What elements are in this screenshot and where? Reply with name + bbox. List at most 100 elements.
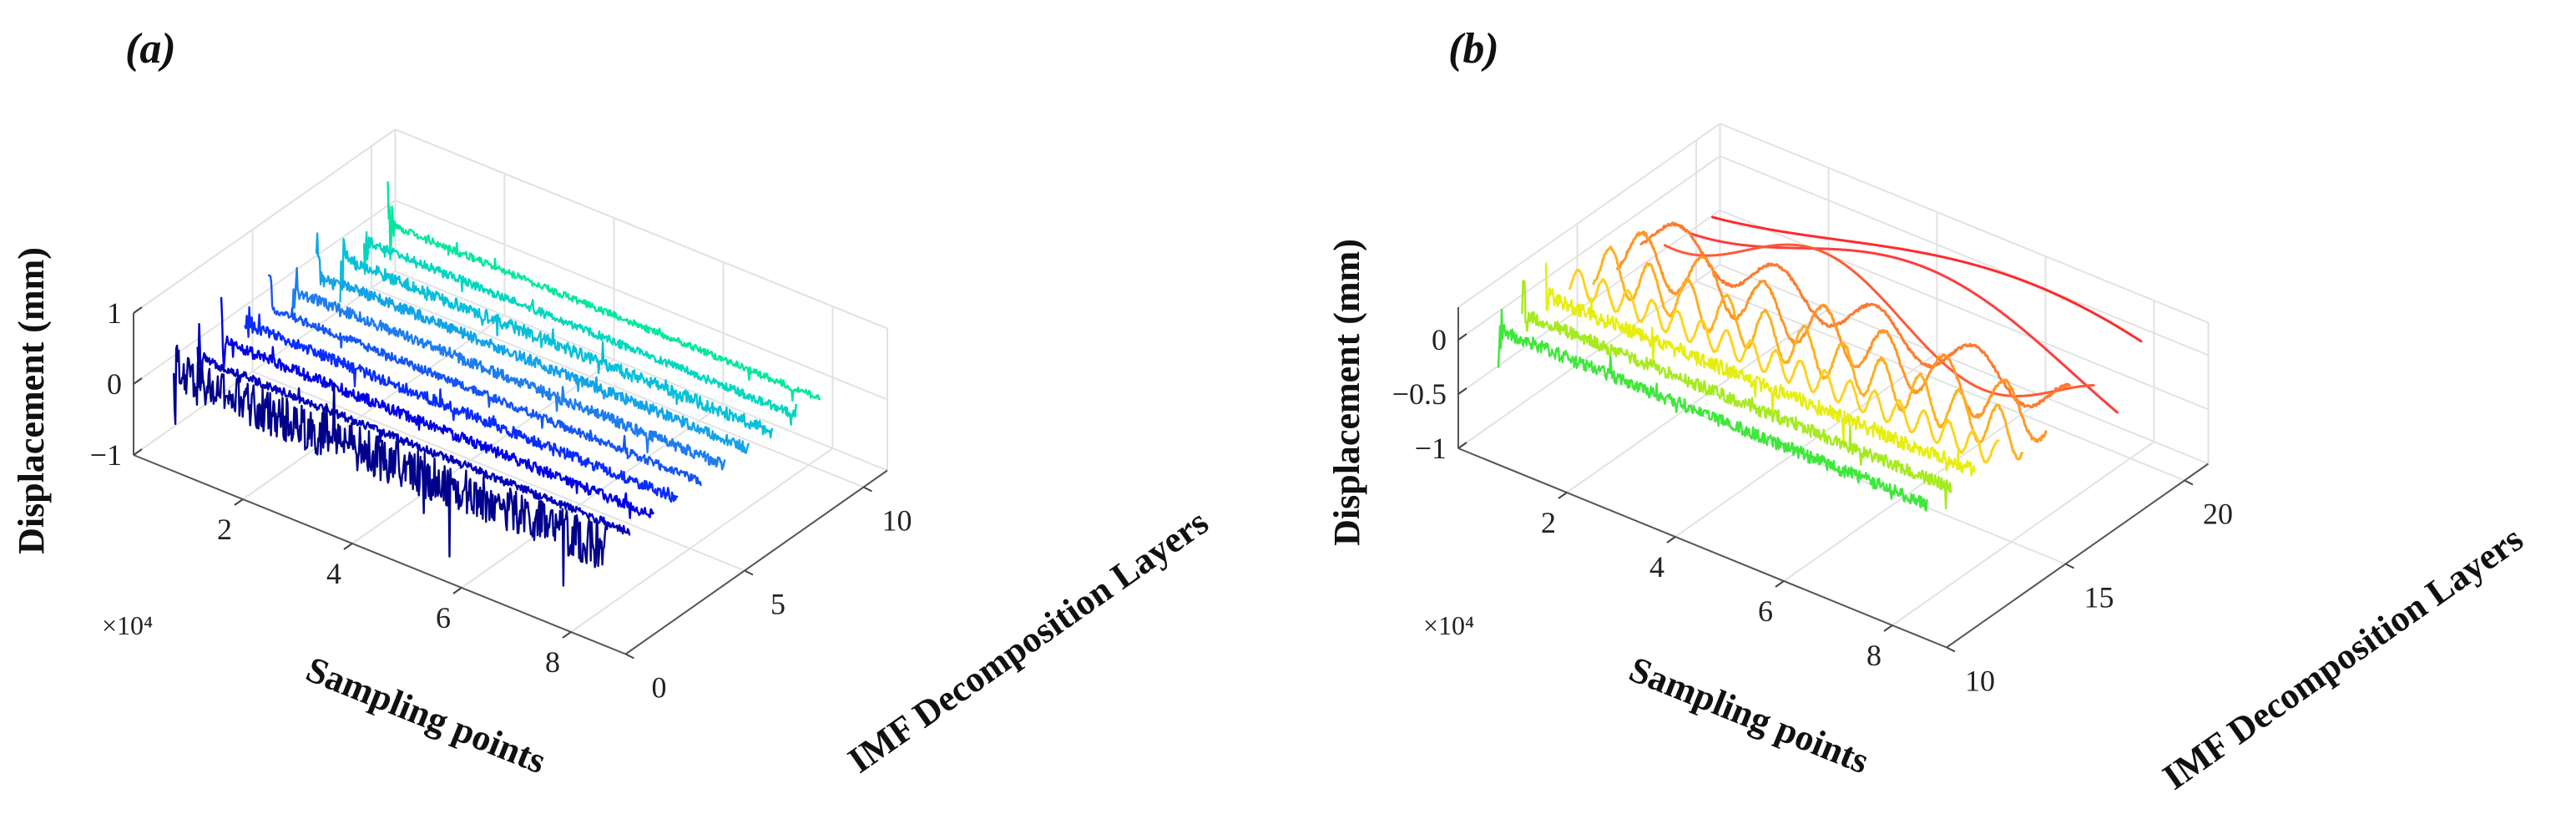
z-tick-mark-1 (1457, 387, 1467, 395)
x-tick-label: 6 (436, 601, 451, 634)
x-tick-label: 8 (545, 645, 560, 679)
y-tick-mark-0 (625, 653, 634, 660)
panel-a-xlabel: Sampling points (301, 649, 552, 781)
y-tick-mark-1 (2065, 563, 2074, 569)
x-tick-label: 4 (1649, 550, 1664, 584)
grid-line-z-side-1 (1457, 210, 1721, 395)
y-tick-label: 10 (1965, 665, 1995, 698)
grid-line-x-floor-3 (1892, 441, 2155, 626)
grid-line-x-floor-0 (1566, 308, 1830, 493)
series-imf-11 (1497, 308, 1928, 512)
grid-line-x-floor-2 (1783, 397, 2047, 582)
series-imf-15 (1592, 245, 2023, 461)
z-tick-label: −1 (90, 438, 122, 472)
series-imf-13 (1544, 262, 1976, 477)
x-tick-label: 2 (217, 513, 232, 546)
box-edge-side-top (1457, 123, 1721, 308)
z-tick-label: 1 (107, 296, 122, 330)
grid-line-y-floor-2 (371, 287, 864, 488)
z-tick-label: −0.5 (1392, 377, 1447, 411)
grid-line-x-floor-2 (461, 403, 725, 589)
series-imf-2 (196, 322, 631, 536)
box-edge-back-top (395, 129, 888, 330)
series-imf-9 (362, 230, 797, 426)
series-imf-14 (1568, 268, 2000, 464)
panel-a-zlabel: Displacement (mm) (11, 247, 52, 554)
z-tick-mark-2 (1457, 333, 1467, 341)
panel-b-axes (1457, 307, 2210, 649)
panel-b-zlabel: Displacement (mm) (1326, 239, 1367, 546)
panel-label-a: (a) (125, 25, 176, 73)
grid-line-z-back-2 (1720, 155, 2209, 356)
x-tick-label: 2 (1541, 506, 1556, 539)
y-tick-mark-1 (744, 569, 754, 576)
grid-line-x-floor-1 (1674, 352, 1938, 538)
grid-line-z-back-0 (395, 270, 888, 472)
panel-a: 2 4 6 8 0 5 10 −1 0 1 (a) Displacement (mm) Sampl… (11, 25, 1215, 781)
grid-line-z-side-0 (133, 270, 397, 456)
y-tick-mark-2 (863, 486, 872, 493)
y-tick-label: 15 (2084, 581, 2114, 614)
panel-label-b: (b) (1448, 25, 1499, 73)
grid-line-z-side-0 (1457, 264, 1721, 449)
series-imf-10 (386, 181, 821, 402)
y-tick-mark-0 (1946, 646, 1956, 653)
box-edge-side-top (133, 129, 397, 314)
x-tick-label: 8 (1866, 639, 1881, 672)
y-axis-line (624, 469, 888, 655)
y-tick-label: 20 (2203, 498, 2233, 531)
panel-a-ticks: 2 4 6 8 0 5 10 −1 0 1 (90, 296, 912, 705)
series-imf-1 (173, 344, 607, 587)
series-imf-20 (1711, 215, 2143, 343)
x-tick-mark-0 (1558, 492, 1568, 499)
series-imf-5 (267, 274, 702, 487)
grid-line-x-floor-1 (351, 359, 615, 544)
y-tick-label: 0 (652, 671, 667, 705)
z-tick-mark-0 (1457, 442, 1467, 449)
x-tick-mark-3 (562, 631, 572, 639)
box-edge-back-top (1720, 123, 2209, 324)
x-axis-line (133, 454, 626, 655)
panel-b-ylabel: IMF Decomposition Layers (2155, 518, 2530, 798)
z-tick-mark-2 (133, 306, 143, 314)
x-tick-label: 4 (326, 557, 341, 590)
series-imf-3 (220, 296, 654, 519)
panel-a-traces (173, 181, 821, 587)
panel-b-x-multiplier: ×10⁴ (1423, 610, 1474, 640)
panel-b-ticks: 2 4 6 8 10 15 20 −1 −0.5 0 (1392, 323, 2233, 698)
x-tick-mark-1 (343, 543, 353, 550)
grid-line-z-back-1 (395, 200, 888, 401)
series-imf-7 (315, 232, 750, 454)
y-tick-label: 5 (770, 588, 785, 621)
z-tick-mark-0 (133, 448, 143, 456)
series-imf-8 (339, 238, 774, 439)
z-tick-label: 0 (107, 367, 122, 401)
x-tick-mark-3 (1883, 624, 1893, 632)
panel-b-grid (1457, 123, 2210, 649)
series-imf-18 (1664, 243, 2095, 397)
grid-line-y-floor-2 (1695, 281, 2185, 482)
panel-a-x-multiplier: ×10⁴ (102, 610, 153, 640)
x-tick-mark-1 (1666, 536, 1676, 543)
z-tick-mark-1 (133, 377, 143, 385)
x-tick-mark-0 (234, 498, 244, 506)
grid-line-x-floor-3 (570, 447, 834, 633)
panel-a-ylabel: IMF Decomposition Layers (841, 502, 1215, 781)
series-imf-16 (1616, 230, 2048, 443)
grid-line-z-back-1 (1720, 210, 2209, 411)
series-imf-4 (244, 306, 679, 503)
z-tick-label: 0 (1432, 323, 1447, 356)
panel-b-xlabel: Sampling points (1624, 649, 1875, 781)
x-axis-line (1457, 447, 1947, 649)
y-axis-line (1946, 463, 2210, 649)
series-imf-6 (291, 266, 726, 471)
series-imf-12 (1521, 280, 1952, 510)
grid-line-z-back-0 (1720, 264, 2209, 465)
x-tick-mark-2 (452, 587, 462, 594)
y-tick-mark-2 (2184, 479, 2194, 486)
y-tick-label: 10 (882, 504, 912, 538)
grid-line-x-floor-0 (242, 315, 506, 500)
x-tick-mark-2 (1775, 580, 1785, 588)
